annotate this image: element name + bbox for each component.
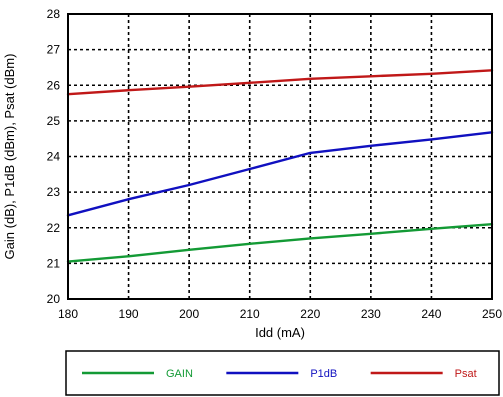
y-tick-label: 23	[47, 185, 61, 199]
x-tick-label: 190	[119, 307, 139, 321]
y-tick-label: 22	[47, 221, 61, 235]
y-tick-label: 27	[47, 43, 61, 57]
series-lines	[66, 69, 494, 263]
x-tick-label: 210	[240, 307, 260, 321]
legend-label-gain: GAIN	[166, 368, 193, 380]
y-tick-label: 26	[47, 78, 61, 92]
grid-lines	[68, 14, 492, 299]
x-tick-label: 230	[361, 307, 381, 321]
legend-items: GAIN P1dB Psat	[82, 368, 477, 380]
series-line-gain	[66, 222, 494, 263]
legend-label-psat: Psat	[455, 368, 477, 380]
x-tick-label: 220	[300, 307, 320, 321]
x-tick-label: 180	[58, 307, 78, 321]
x-tick-label: 200	[179, 307, 199, 321]
legend-label-p1db: P1dB	[310, 368, 337, 380]
legend: GAIN P1dB Psat	[65, 350, 500, 396]
series-line-psat	[66, 69, 494, 96]
y-tick-labels: 20 21 22 23 24 25 26 27 28	[47, 7, 61, 306]
y-tick-label: 28	[47, 7, 61, 21]
y-axis-title: Gain (dB), P1dB (dBm), Psat (dBm)	[2, 54, 17, 260]
y-tick-label: 24	[47, 150, 61, 164]
x-tick-label: 250	[482, 307, 502, 321]
series-line-p1db	[66, 131, 494, 217]
y-tick-label: 21	[47, 256, 61, 270]
y-tick-label: 20	[47, 292, 61, 306]
plot-frame	[67, 13, 493, 300]
x-axis-title: Idd (mA)	[255, 325, 305, 340]
x-tick-labels: 180 190 200 210 220 230 240 250	[58, 307, 502, 321]
x-tick-label: 240	[421, 307, 441, 321]
y-tick-label: 25	[47, 114, 61, 128]
